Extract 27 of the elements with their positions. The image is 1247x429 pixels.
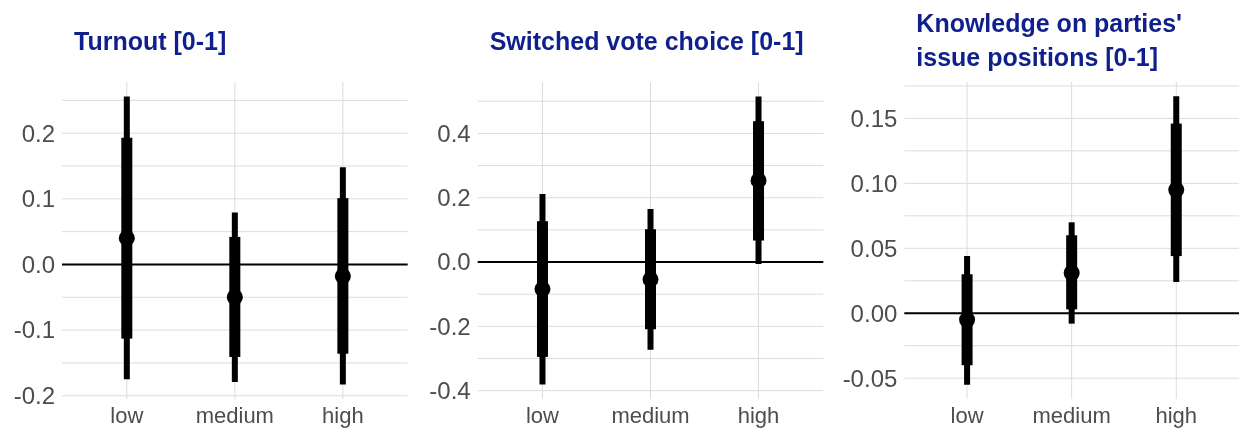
- chart-title: Switched vote choice [0-1]: [489, 27, 804, 55]
- y-tick-label: 0.2: [437, 184, 471, 212]
- x-tick-label: medium: [1032, 403, 1111, 428]
- y-tick-label: 0.0: [437, 248, 471, 276]
- y-tick-label: 0.00: [850, 299, 898, 327]
- x-tick-label: medium: [195, 403, 274, 428]
- x-tick-label: low: [110, 403, 144, 428]
- y-tick-label: 0.05: [850, 234, 898, 262]
- y-tick-label: 0.15: [850, 104, 898, 132]
- x-tick-label: low: [525, 403, 560, 428]
- y-tick-label: 0.0: [21, 250, 55, 278]
- y-tick-label: -0.05: [842, 364, 898, 392]
- chart-title: Turnout [0-1]: [74, 27, 227, 55]
- y-tick-label: 0.2: [21, 119, 55, 147]
- y-tick-label: 0.10: [850, 169, 898, 197]
- x-tick-label: high: [1155, 403, 1198, 428]
- y-tick-label: -0.1: [13, 316, 55, 344]
- chart-title: Knowledge on parties' issue positions [0-1]: [916, 9, 1183, 71]
- x-tick-label: medium: [611, 403, 690, 428]
- y-tick-label: -0.2: [13, 382, 55, 410]
- y-tick-label: -0.2: [429, 312, 471, 340]
- x-tick-label: high: [737, 403, 780, 428]
- y-tick-label: -0.4: [429, 377, 471, 405]
- y-tick-label: 0.1: [21, 185, 55, 213]
- x-tick-label: low: [950, 403, 984, 428]
- y-tick-label: 0.4: [437, 119, 471, 147]
- x-tick-label: high: [322, 403, 364, 428]
